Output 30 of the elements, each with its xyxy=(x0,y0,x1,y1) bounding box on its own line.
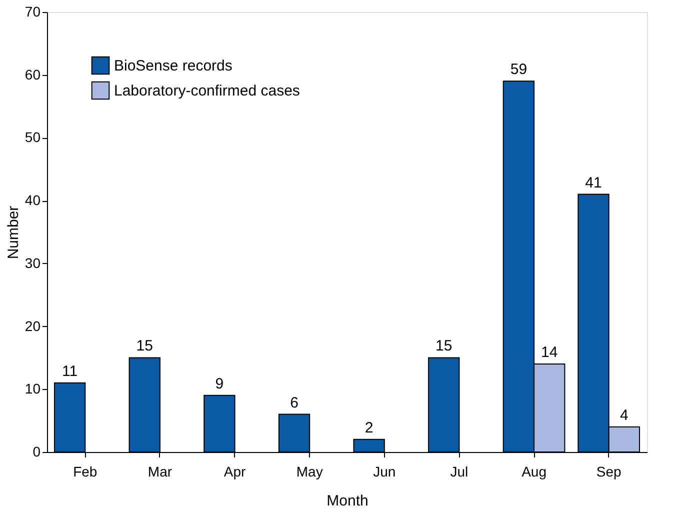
x-tick-label: Apr xyxy=(224,464,246,480)
data-label: 11 xyxy=(62,362,78,380)
legend-label: Laboratory-confirmed cases xyxy=(114,82,300,100)
data-label: 2 xyxy=(364,419,374,436)
x-tick-label: Aug xyxy=(522,464,546,480)
y-tick-label: 50 xyxy=(24,129,41,146)
x-tick-label: Jun xyxy=(373,464,396,480)
x-tick-label: Feb xyxy=(73,464,98,480)
y-tick-label: 30 xyxy=(24,254,41,271)
data-label: 15 xyxy=(136,338,153,355)
y-tick-label: 0 xyxy=(32,444,41,460)
x-tick-label: Sep xyxy=(596,464,622,480)
y-tick-label: 20 xyxy=(24,318,41,334)
data-label: 59 xyxy=(510,61,528,78)
data-label: 41 xyxy=(585,174,602,192)
x-tick-label: Mar xyxy=(148,464,172,480)
legend-label: BioSense records xyxy=(114,58,232,74)
data-label: 4 xyxy=(620,406,628,424)
data-label: 9 xyxy=(215,375,224,392)
y-axis-title: Number xyxy=(4,206,22,260)
x-tick-label: May xyxy=(296,464,323,480)
x-tick-label: Jul xyxy=(450,464,468,480)
y-tick-label: 40 xyxy=(24,192,41,208)
y-tick-label: 10 xyxy=(24,380,41,397)
y-tick-label: 70 xyxy=(24,4,41,20)
data-label: 6 xyxy=(290,394,298,412)
x-axis-title: Month xyxy=(326,492,368,510)
y-tick-label: 60 xyxy=(24,66,41,82)
data-label: 15 xyxy=(436,338,452,355)
data-label: 14 xyxy=(541,344,558,361)
